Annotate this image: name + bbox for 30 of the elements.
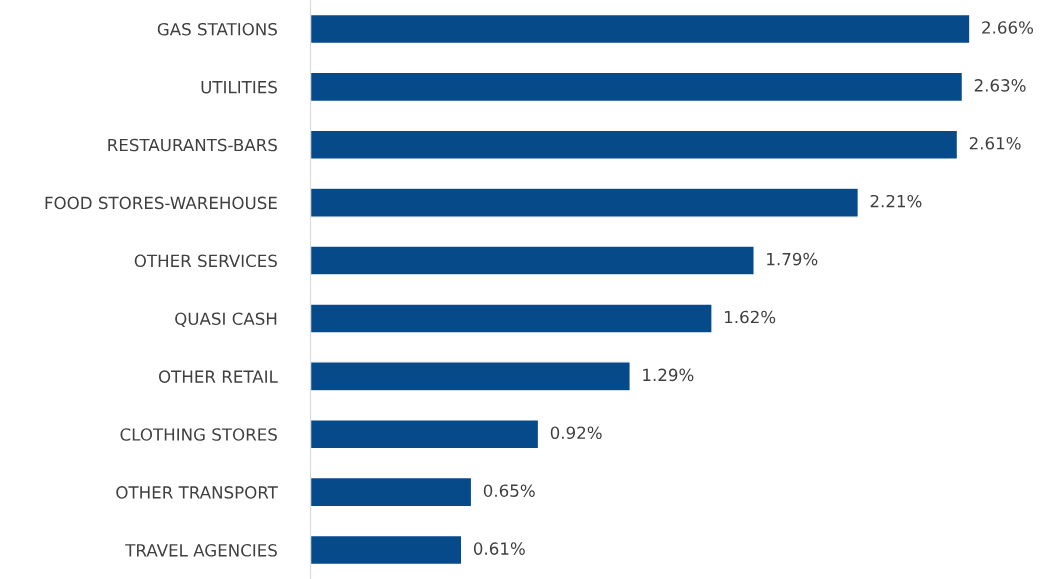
data-label: 2.63% <box>974 79 1026 92</box>
bar <box>310 303 713 334</box>
bar <box>310 13 971 45</box>
bar <box>310 476 473 508</box>
data-label: 2.21% <box>870 194 922 208</box>
y-tick-label: OTHER RETAIL <box>158 370 278 383</box>
y-tick-label: CLOTHING STORES <box>120 428 277 441</box>
data-label: 0.92% <box>550 426 602 440</box>
data-label: 1.62% <box>725 310 776 324</box>
y-tick-label: UTILITIES <box>201 80 277 94</box>
data-label: 2.66% <box>982 21 1034 34</box>
data-label: 1.29% <box>643 368 694 382</box>
data-label: 0.61% <box>473 542 525 555</box>
y-tick-label: RESTAURANTS-BARS <box>108 138 277 152</box>
y-tick-label: QUASI CASH <box>175 312 277 327</box>
bar <box>310 71 964 103</box>
y-tick-label: GAS STATIONS <box>157 22 277 36</box>
y-tick-label: OTHER TRANSPORT <box>116 486 278 499</box>
bar <box>310 129 959 160</box>
bar <box>310 187 860 218</box>
bar <box>310 419 540 450</box>
bar <box>310 245 755 276</box>
data-label: 2.61% <box>969 136 1021 150</box>
data-label: 1.79% <box>767 252 818 266</box>
y-tick-label: OTHER SERVICES <box>134 254 277 268</box>
y-tick-label: TRAVEL AGENCIES <box>125 544 277 557</box>
y-tick-label: FOOD STORES-WAREHOUSE <box>45 196 277 210</box>
bar <box>310 534 463 566</box>
data-label: 0.65% <box>483 484 535 497</box>
bar <box>310 361 631 392</box>
